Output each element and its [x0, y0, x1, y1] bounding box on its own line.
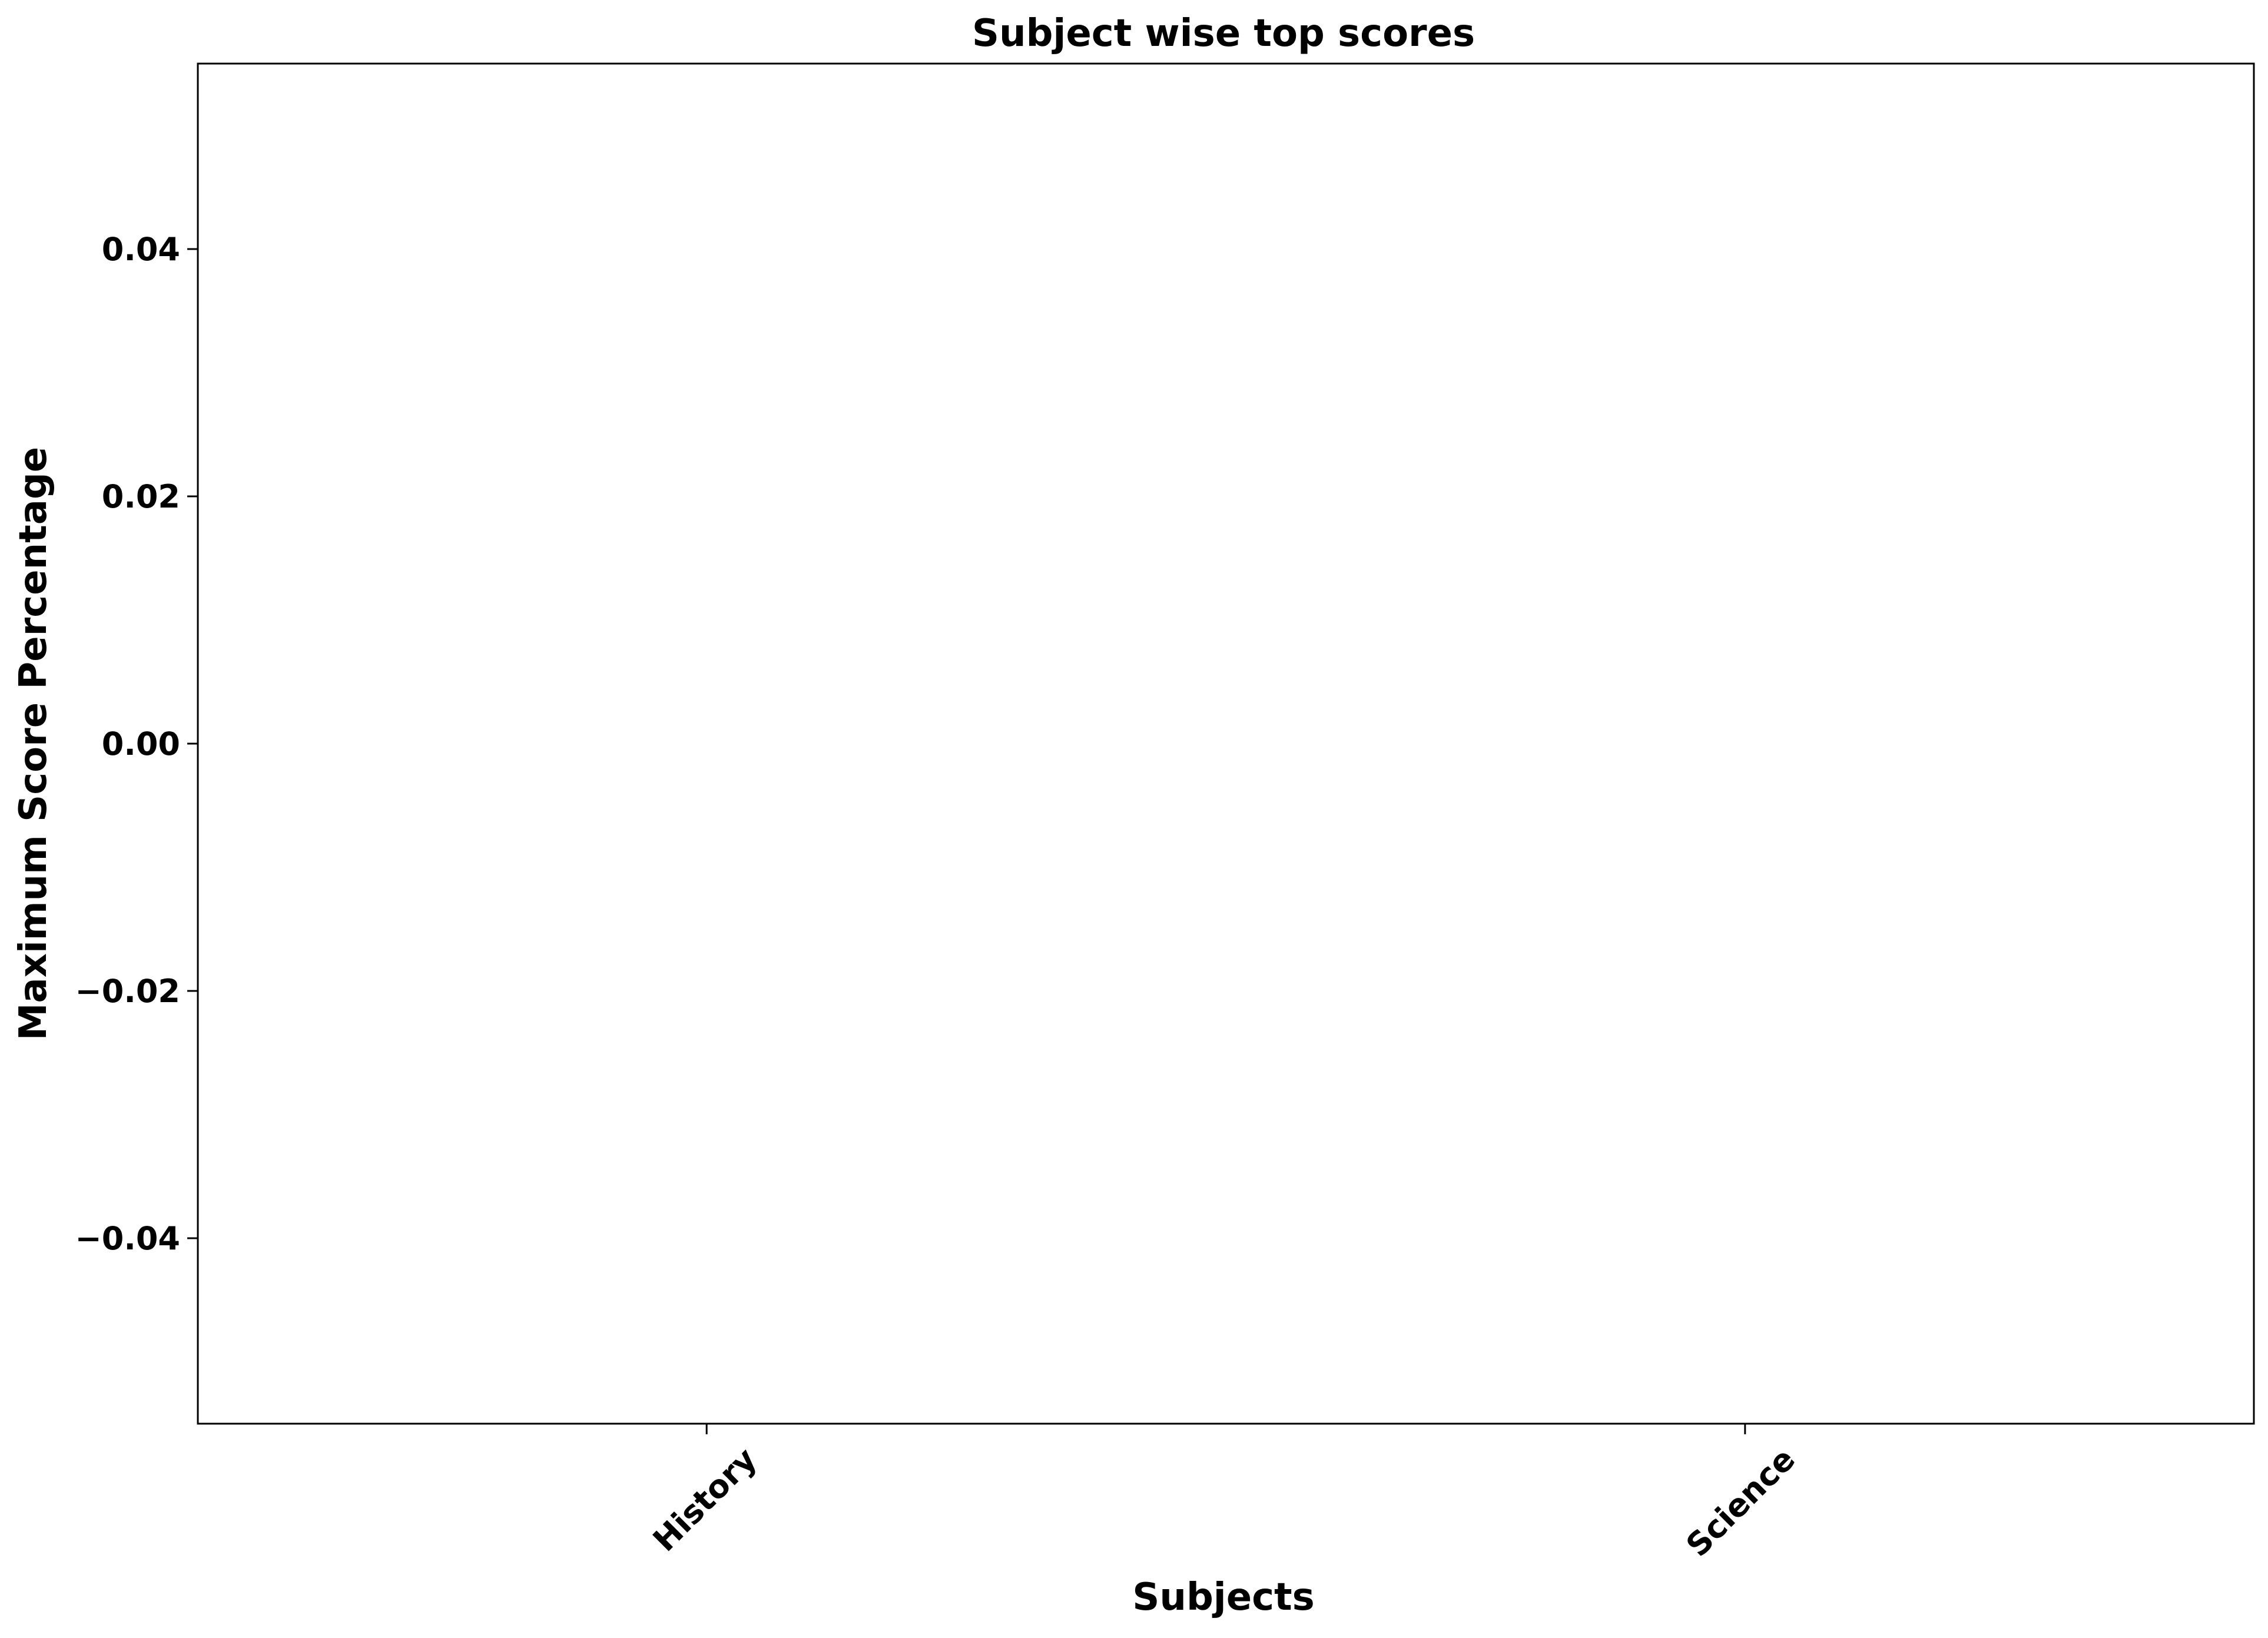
y-tick-label: 0.02 [102, 478, 180, 515]
y-axis-ticks: −0.04 −0.02 0.00 0.02 0.04 [75, 231, 198, 1257]
y-tick-label: 0.04 [102, 231, 180, 268]
y-tick-label: −0.02 [75, 973, 180, 1010]
y-tick-label: −0.04 [75, 1220, 180, 1257]
x-axis-label: Subjects [1132, 1576, 1314, 1619]
y-axis-label: Maximum Score Percentage [12, 447, 55, 1040]
chart-title: Subject wise top scores [972, 12, 1475, 55]
y-tick-label: 0.00 [102, 725, 180, 762]
